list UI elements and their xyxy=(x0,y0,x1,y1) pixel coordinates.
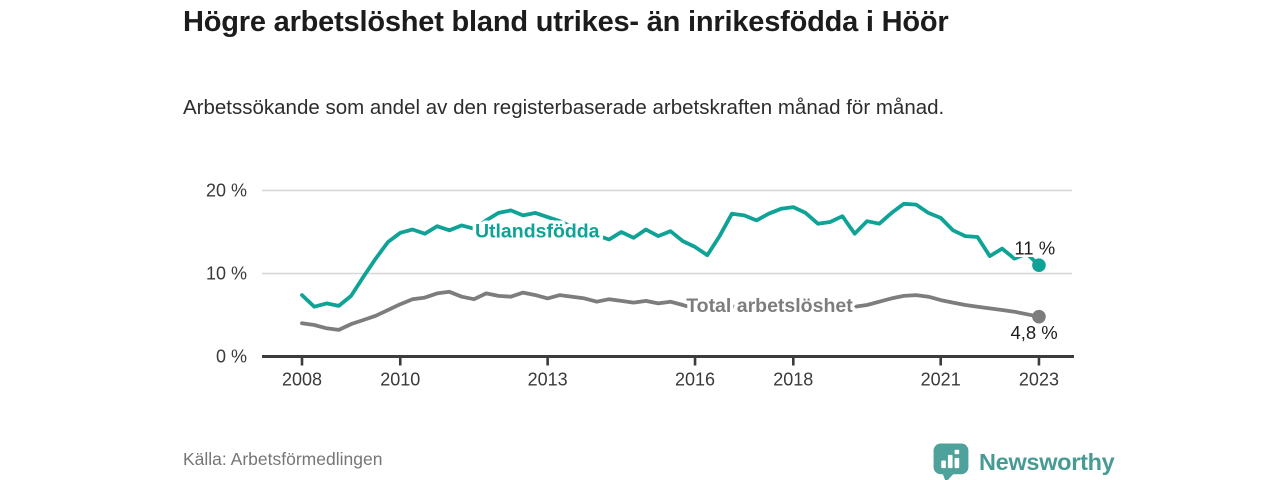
end-dot-utlandsfodda xyxy=(1032,258,1046,273)
chart-title: Högre arbetslöshet bland utrikes- än inr… xyxy=(183,6,949,38)
x-tick-label: 2023 xyxy=(1019,370,1059,390)
series-inline-label: Utlandsfödda xyxy=(475,220,600,242)
x-tick-label: 2013 xyxy=(528,370,568,390)
end-value-label: 11 % xyxy=(1014,237,1055,258)
x-tick-label: 2010 xyxy=(380,370,420,390)
logo-text: Newsworthy xyxy=(979,449,1115,475)
newsworthy-logo: Newsworthy xyxy=(932,442,1115,480)
series-line-utlandsfodda xyxy=(300,201,1041,309)
x-tick-label: 2008 xyxy=(282,370,322,390)
chart-subtitle: Arbetssökande som andel av den registerb… xyxy=(183,96,945,119)
series-inline-label: Total arbetslöshet xyxy=(686,295,853,317)
y-tick-label: 0 % xyxy=(216,347,247,367)
end-value-label: 4,8 % xyxy=(1010,322,1057,343)
series-line-total-arbetsloshet xyxy=(300,289,1041,332)
x-tick-label: 2018 xyxy=(773,370,813,390)
end-dot-total xyxy=(1032,309,1046,324)
y-tick-label: 10 % xyxy=(206,264,247,284)
x-tick-label: 2016 xyxy=(675,370,715,390)
source-note: Källa: Arbetsförmedlingen xyxy=(183,449,383,469)
y-tick-label: 20 % xyxy=(206,181,247,201)
bar-chart-bubble-icon xyxy=(933,443,969,480)
x-tick-label: 2021 xyxy=(921,370,961,390)
